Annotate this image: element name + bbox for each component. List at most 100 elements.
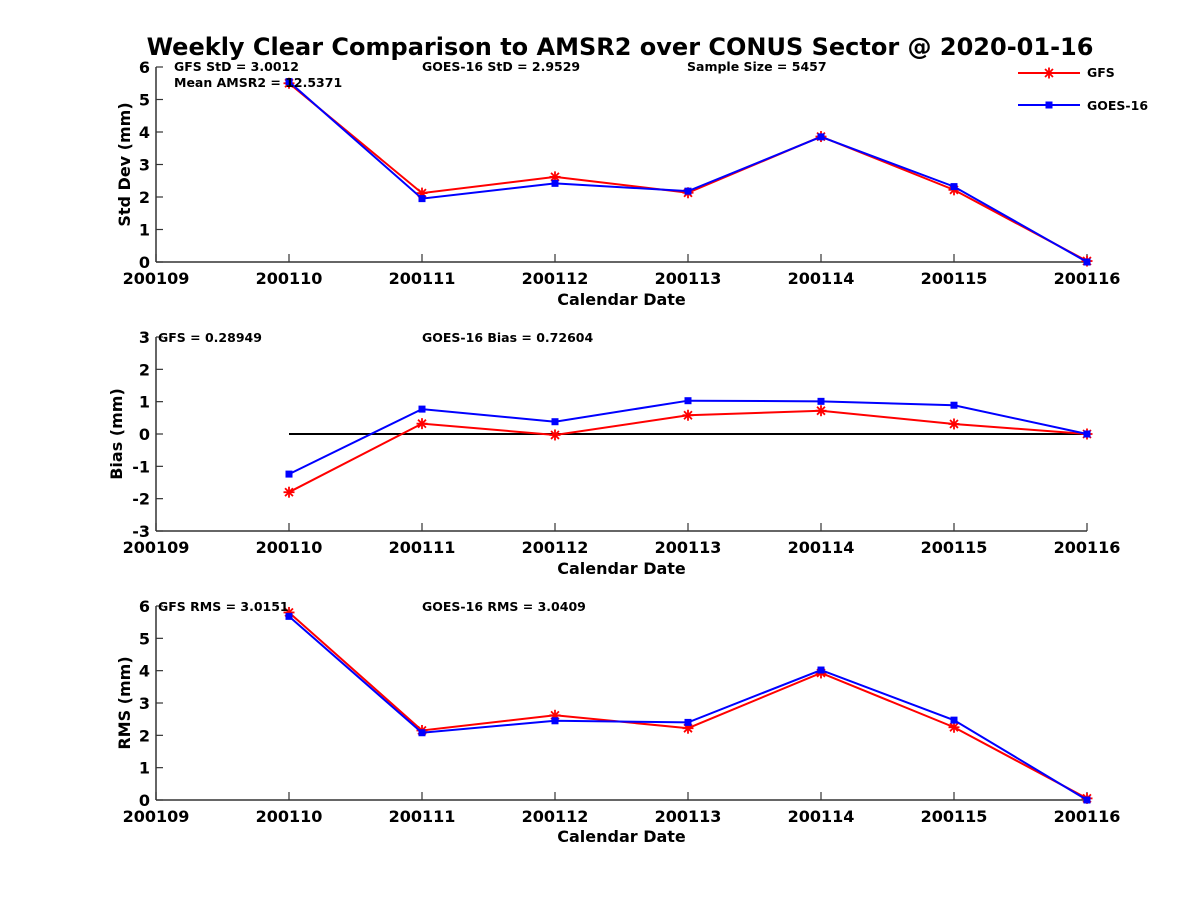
- bias-x-tick-label: 200115: [921, 538, 988, 557]
- bias-y-tick-label: -2: [132, 490, 150, 509]
- bias-x-tick-label: 200114: [788, 538, 855, 557]
- bias-goes-16-point: [817, 397, 825, 405]
- rms-x-tick-label: 200109: [123, 807, 190, 826]
- std-dev-x-axis-label: Calendar Date: [557, 290, 686, 309]
- legend: GFS GOES-16: [1018, 65, 1148, 113]
- std-dev-goes-16-point: [1083, 258, 1091, 266]
- rms-x-axis-label: Calendar Date: [557, 827, 686, 846]
- rms-annotations: GFS RMS = 3.0151 GOES-16 RMS = 3.0409: [158, 599, 586, 614]
- rms-y-tick-label: 0: [139, 791, 150, 810]
- bias-annotations: GFS = 0.28949 GOES-16 Bias = 0.72604: [158, 330, 593, 345]
- std-dev-x-tick-label: 200114: [788, 269, 855, 288]
- bias-goes-16-point: [950, 401, 958, 409]
- std-dev-x-tick-label: 200112: [522, 269, 589, 288]
- legend-goes-label: GOES-16: [1087, 98, 1148, 113]
- std-dev-x-tick-label: 200115: [921, 269, 988, 288]
- bias-x-tick-label: 200116: [1054, 538, 1121, 557]
- bias-gfs-point: [815, 405, 827, 417]
- gfs-std-annotation: GFS StD = 3.0012: [174, 59, 299, 74]
- rms-y-tick-label: 5: [139, 629, 150, 648]
- bias-x-tick-label: 200112: [522, 538, 589, 557]
- rms-y-tick-label: 1: [139, 759, 150, 778]
- legend-gfs-label: GFS: [1087, 65, 1115, 80]
- bias-goes-16-point: [285, 470, 293, 478]
- std-dev-y-tick-label: 6: [139, 58, 150, 77]
- std-dev-x-tick-label: 200111: [389, 269, 456, 288]
- rms-x-tick-label: 200116: [1054, 807, 1121, 826]
- bias-goes-16-point: [684, 397, 692, 405]
- panel-std-dev: 0 1 2 3 4 5 6 200109 200110 200111 200112 200113 200…: [115, 58, 1120, 309]
- bias-y-tick-label: 2: [139, 360, 150, 379]
- std-dev-y-tick-label: 2: [139, 188, 150, 207]
- chart-title: Weekly Clear Comparison to AMSR2 over CO…: [147, 33, 1094, 61]
- std-dev-x-tick-label: 200109: [123, 269, 190, 288]
- rms-y-tick-label: 3: [139, 694, 150, 713]
- rms-goes-16-point: [817, 666, 825, 674]
- bias-y-axis-label: Bias (mm): [107, 388, 126, 480]
- std-dev-annotations: GFS StD = 3.0012 Mean AMSR2 = 12.5371 GO…: [174, 59, 827, 90]
- bias-x-tick-label: 200109: [123, 538, 190, 557]
- std-dev-goes-16-point: [418, 195, 426, 203]
- rms-goes-16-point: [950, 716, 958, 724]
- rms-x-tick-label: 200113: [655, 807, 722, 826]
- rms-x-tick-label: 200112: [522, 807, 589, 826]
- goes-std-annotation: GOES-16 StD = 2.9529: [422, 59, 580, 74]
- bias-x-tick-label: 200110: [256, 538, 323, 557]
- rms-goes-16-line: [288, 615, 1088, 801]
- rms-y-tick-label: 2: [139, 726, 150, 745]
- gfs-bias-annotation: GFS = 0.28949: [158, 330, 262, 345]
- std-dev-y-tick-label: 1: [139, 221, 150, 240]
- std-dev-y-tick-label: 3: [139, 156, 150, 175]
- std-dev-goes-16-point: [285, 78, 293, 86]
- rms-y-axis-label: RMS (mm): [115, 656, 134, 749]
- bias-gfs-line: [288, 409, 1088, 494]
- std-dev-y-tick-label: 5: [139, 91, 150, 110]
- bias-goes-16-point: [551, 418, 559, 426]
- bias-x-tick-label: 200111: [389, 538, 456, 557]
- rms-gfs-line: [288, 611, 1088, 800]
- rms-goes-16-point: [1083, 796, 1091, 804]
- legend-goes-marker: [1045, 101, 1053, 109]
- std-dev-y-tick-label: 4: [139, 123, 150, 142]
- std-dev-x-tick-label: 200110: [256, 269, 323, 288]
- bias-gfs-point: [948, 418, 960, 430]
- rms-x-tick-label: 200115: [921, 807, 988, 826]
- std-dev-x-tick-label: 200116: [1054, 269, 1121, 288]
- rms-goes-16-point: [684, 718, 692, 726]
- rms-x-tick-label: 200111: [389, 807, 456, 826]
- bias-goes-16-point: [1083, 430, 1091, 438]
- std-dev-goes-16-point: [950, 183, 958, 191]
- std-dev-goes-16-point: [817, 133, 825, 141]
- goes-bias-annotation: GOES-16 Bias = 0.72604: [422, 330, 593, 345]
- gfs-rms-annotation: GFS RMS = 3.0151: [158, 599, 289, 614]
- std-dev-gfs-line: [288, 82, 1088, 262]
- panel-bias: -3 -2 -1 0 1 2 3 200109 200110 200111 200112 200113…: [107, 328, 1120, 578]
- sample-size-annotation: Sample Size = 5457: [687, 59, 827, 74]
- rms-goes-16-point: [551, 717, 559, 725]
- rms-goes-16-point: [418, 729, 426, 737]
- std-dev-y-axis-label: Std Dev (mm): [115, 102, 134, 226]
- mean-amsr2-annotation: Mean AMSR2 = 12.5371: [174, 75, 342, 90]
- bias-y-tick-label: 0: [139, 425, 150, 444]
- goes-rms-annotation: GOES-16 RMS = 3.0409: [422, 599, 586, 614]
- std-dev-goes-16-line: [288, 80, 1088, 263]
- std-dev-y-tick-label: 0: [139, 253, 150, 272]
- std-dev-goes-16-point: [684, 187, 692, 195]
- panel-rms: 0 1 2 3 4 5 6 200109 200110 200111 200112 200113 200…: [115, 597, 1120, 846]
- std-dev-goes-16-point: [551, 179, 559, 187]
- rms-x-tick-label: 200110: [256, 807, 323, 826]
- bias-gfs-point: [682, 409, 694, 421]
- bias-goes-16-point: [418, 405, 426, 413]
- rms-y-tick-label: 6: [139, 597, 150, 616]
- bias-gfs-point: [416, 418, 428, 430]
- rms-x-tick-label: 200114: [788, 807, 855, 826]
- bias-y-tick-label: -1: [132, 457, 150, 476]
- legend-gfs-marker: [1043, 67, 1055, 79]
- std-dev-x-tick-label: 200113: [655, 269, 722, 288]
- bias-x-tick-label: 200113: [655, 538, 722, 557]
- bias-y-tick-label: 3: [139, 328, 150, 347]
- bias-y-tick-label: -3: [132, 522, 150, 541]
- rms-goes-16-point: [285, 612, 293, 620]
- rms-y-tick-label: 4: [139, 662, 150, 681]
